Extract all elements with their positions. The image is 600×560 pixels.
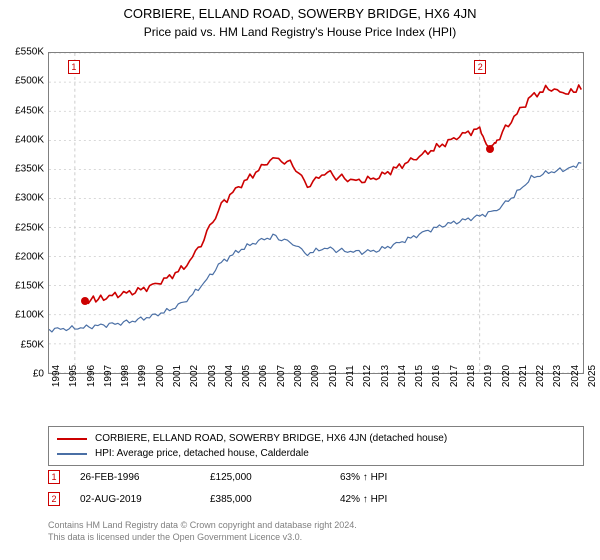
x-tick-label: 2001 xyxy=(172,365,183,387)
x-tick-label: 2023 xyxy=(552,365,563,387)
chart-title: CORBIERE, ELLAND ROAD, SOWERBY BRIDGE, H… xyxy=(0,6,600,21)
x-tick-label: 2024 xyxy=(570,365,581,387)
transaction-marker-1: 2 xyxy=(48,492,60,506)
x-tick-label: 2016 xyxy=(431,365,442,387)
transaction-marker-0: 1 xyxy=(48,470,60,484)
x-tick-label: 2014 xyxy=(397,365,408,387)
x-tick-label: 1996 xyxy=(86,365,97,387)
x-tick-label: 2025 xyxy=(587,365,598,387)
x-tick-label: 2007 xyxy=(276,365,287,387)
x-tick-label: 1994 xyxy=(51,365,62,387)
footer: Contains HM Land Registry data © Crown c… xyxy=(48,520,584,543)
chart-area: £0£50K£100K£150K£200K£250K£300K£350K£400… xyxy=(48,52,584,394)
x-tick-label: 2015 xyxy=(414,365,425,387)
y-tick-label: £50K xyxy=(21,339,44,350)
x-tick-label: 2011 xyxy=(345,365,356,387)
legend-swatch-0 xyxy=(57,438,87,440)
x-tick-label: 2006 xyxy=(258,365,269,387)
y-tick-label: £100K xyxy=(15,310,44,321)
transaction-date-1: 02-AUG-2019 xyxy=(80,494,210,505)
legend: CORBIERE, ELLAND ROAD, SOWERBY BRIDGE, H… xyxy=(48,426,584,466)
legend-row-1: HPI: Average price, detached house, Cald… xyxy=(57,446,575,461)
y-tick-label: £550K xyxy=(15,47,44,58)
chart-dot-2 xyxy=(486,145,494,153)
x-tick-label: 2022 xyxy=(535,365,546,387)
x-tick-label: 1995 xyxy=(68,365,79,387)
x-tick-label: 2019 xyxy=(483,365,494,387)
x-tick-label: 2005 xyxy=(241,365,252,387)
y-tick-label: £300K xyxy=(15,193,44,204)
transaction-price-0: £125,000 xyxy=(210,472,340,483)
chart-marker-2: 2 xyxy=(474,60,486,74)
plot-svg xyxy=(49,53,583,373)
x-tick-label: 2002 xyxy=(189,365,200,387)
footer-line-1: Contains HM Land Registry data © Crown c… xyxy=(48,520,584,532)
y-tick-label: £500K xyxy=(15,76,44,87)
x-tick-label: 2018 xyxy=(466,365,477,387)
legend-swatch-1 xyxy=(57,453,87,455)
transaction-price-1: £385,000 xyxy=(210,494,340,505)
title-block: CORBIERE, ELLAND ROAD, SOWERBY BRIDGE, H… xyxy=(0,0,600,39)
y-tick-label: £450K xyxy=(15,105,44,116)
x-tick-label: 2000 xyxy=(155,365,166,387)
y-tick-label: £0 xyxy=(33,369,44,380)
x-tick-label: 1999 xyxy=(137,365,148,387)
x-tick-label: 2003 xyxy=(207,365,218,387)
x-tick-label: 2004 xyxy=(224,365,235,387)
plot-region xyxy=(48,52,584,374)
x-tick-label: 2020 xyxy=(501,365,512,387)
x-tick-label: 2008 xyxy=(293,365,304,387)
chart-subtitle: Price paid vs. HM Land Registry's House … xyxy=(0,25,600,39)
transaction-row-1: 2 02-AUG-2019 £385,000 42% ↑ HPI xyxy=(48,492,584,506)
x-tick-label: 2012 xyxy=(362,365,373,387)
x-tick-label: 2010 xyxy=(328,365,339,387)
y-tick-label: £400K xyxy=(15,134,44,145)
x-tick-label: 1998 xyxy=(120,365,131,387)
y-tick-label: £200K xyxy=(15,251,44,262)
chart-dot-1 xyxy=(81,297,89,305)
transaction-delta-1: 42% ↑ HPI xyxy=(340,494,470,505)
y-tick-label: £350K xyxy=(15,164,44,175)
footer-line-2: This data is licensed under the Open Gov… xyxy=(48,532,584,544)
y-tick-label: £250K xyxy=(15,222,44,233)
transaction-date-0: 26-FEB-1996 xyxy=(80,472,210,483)
x-tick-label: 2013 xyxy=(380,365,391,387)
legend-label-1: HPI: Average price, detached house, Cald… xyxy=(95,448,309,459)
chart-marker-1: 1 xyxy=(68,60,80,74)
x-tick-label: 1997 xyxy=(103,365,114,387)
transaction-row-0: 1 26-FEB-1996 £125,000 63% ↑ HPI xyxy=(48,470,584,484)
x-tick-label: 2021 xyxy=(518,365,529,387)
transaction-delta-0: 63% ↑ HPI xyxy=(340,472,470,483)
y-tick-label: £150K xyxy=(15,281,44,292)
legend-row-0: CORBIERE, ELLAND ROAD, SOWERBY BRIDGE, H… xyxy=(57,431,575,446)
x-tick-label: 2009 xyxy=(310,365,321,387)
legend-label-0: CORBIERE, ELLAND ROAD, SOWERBY BRIDGE, H… xyxy=(95,433,447,444)
x-tick-label: 2017 xyxy=(449,365,460,387)
